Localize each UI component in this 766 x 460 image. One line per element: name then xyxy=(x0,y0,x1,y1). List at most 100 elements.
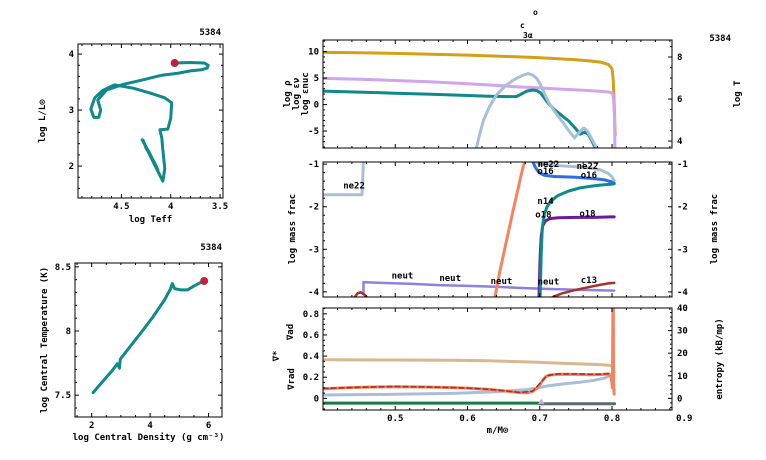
series-ne22-core xyxy=(322,161,365,197)
series-c13-core xyxy=(353,291,368,298)
profile-abundance-panel: -1 -2 -3 -4 -1 -2 -3 -4 log mass frac log mass fr… xyxy=(288,160,720,298)
profile-structure-panel: 10 5 0 -5 8 6 4 log ρ log εν log εnuc log T 5384 xyxy=(283,34,743,149)
svg-text:4: 4 xyxy=(677,137,683,147)
series-log-eps-nu xyxy=(322,88,597,149)
series-log-eps-nuc xyxy=(474,72,599,149)
svg-text:10: 10 xyxy=(308,48,319,58)
annotation-n14: n14 xyxy=(537,197,554,207)
svg-text:0: 0 xyxy=(314,394,319,404)
svg-text:-4: -4 xyxy=(308,288,319,298)
svg-text:0.8: 0.8 xyxy=(604,414,620,424)
burn-zone-label-o: o xyxy=(533,8,538,17)
annotation-neut: neut xyxy=(491,277,513,287)
svg-text:-2: -2 xyxy=(308,203,319,213)
svg-text:40: 40 xyxy=(677,304,688,314)
svg-text:6: 6 xyxy=(206,421,211,431)
current-model-marker xyxy=(170,59,179,68)
annotation-ne22: ne22 xyxy=(343,181,365,191)
marker xyxy=(538,398,545,404)
annotation-c13: c13 xyxy=(581,276,597,286)
axes-frame xyxy=(322,161,673,298)
annotation-ne22: ne22 xyxy=(577,162,599,172)
burn-zone-label-3a: 3α xyxy=(523,31,533,40)
model-number-title: 5384 xyxy=(200,243,222,253)
svg-text:0: 0 xyxy=(677,394,682,404)
profile-gradients-panel: 0.5 0.6 0.7 0.8 0.9 0 0.2 0.4 0.6 0.8 0 10 20 30 40 m/M… xyxy=(272,304,725,436)
annotation-neut: neut xyxy=(439,274,461,284)
svg-text:0.6: 0.6 xyxy=(303,331,319,341)
svg-text:0.2: 0.2 xyxy=(303,373,319,383)
x-axis-label: m/M⊙ xyxy=(487,426,509,436)
y-axis-label: ∇rad xyxy=(287,368,297,391)
central-trho-panel: 2 4 6 7.5 8 8.5 log Central Density (g cm⁻³) lo… xyxy=(40,243,225,443)
series-central-conditions-track xyxy=(91,279,206,395)
y2-axis-label: entropy (kB/mp) xyxy=(715,318,725,399)
svg-text:-1: -1 xyxy=(308,160,319,170)
svg-text:-3: -3 xyxy=(677,245,688,255)
svg-text:8.5: 8.5 xyxy=(55,263,71,273)
svg-text:-1: -1 xyxy=(677,160,688,170)
svg-text:8: 8 xyxy=(66,327,71,337)
series-grad-rad xyxy=(322,307,616,396)
series-ne22-envelope xyxy=(531,161,616,182)
svg-text:0.5: 0.5 xyxy=(387,414,403,424)
annotation-neut: neut xyxy=(392,272,414,282)
series-c13-envelope xyxy=(551,281,616,298)
model-number-title: 5384 xyxy=(709,34,731,44)
annotation-o16: o16 xyxy=(537,167,553,177)
model-number-title: 5384 xyxy=(199,28,221,38)
svg-text:6: 6 xyxy=(677,95,682,105)
svg-text:4: 4 xyxy=(168,202,174,212)
svg-text:0: 0 xyxy=(314,101,319,111)
series-grad-star xyxy=(322,372,612,394)
series-o16 xyxy=(531,161,616,185)
svg-text:2: 2 xyxy=(89,421,94,431)
axes-frame xyxy=(322,307,673,411)
y-axis-label: log εnuc xyxy=(301,72,311,115)
svg-text:-3: -3 xyxy=(308,245,319,255)
svg-text:0.9: 0.9 xyxy=(676,414,692,424)
svg-text:0.7: 0.7 xyxy=(532,414,548,424)
annotation-ne22: ne22 xyxy=(538,160,560,170)
hr-diagram-panel: 4.5 4 3.5 2 3 4 log Teff log L/L⊙ 5384 xyxy=(38,28,228,225)
series-n14 xyxy=(538,182,616,298)
series-h1 xyxy=(493,161,527,298)
current-model-marker xyxy=(200,276,209,285)
svg-text:4: 4 xyxy=(147,421,153,431)
svg-text:0.6: 0.6 xyxy=(459,414,475,424)
y-axis-label: log εν xyxy=(292,77,302,110)
y2-axis-label: log T xyxy=(733,80,743,108)
annotation-neut: neut xyxy=(538,278,560,288)
x-axis-label: log Teff xyxy=(129,215,172,225)
svg-text:3: 3 xyxy=(69,106,74,116)
svg-text:5: 5 xyxy=(314,74,319,84)
y-axis-label: ∇* xyxy=(272,351,282,363)
svg-text:8: 8 xyxy=(677,53,682,63)
svg-text:10: 10 xyxy=(677,372,688,382)
svg-text:-5: -5 xyxy=(308,127,319,137)
svg-text:3.5: 3.5 xyxy=(212,202,228,212)
svg-text:2: 2 xyxy=(69,162,74,172)
svg-text:30: 30 xyxy=(677,327,688,337)
y2-axis-label: log mass frac xyxy=(710,194,720,264)
svg-text:-2: -2 xyxy=(677,203,688,213)
svg-text:20: 20 xyxy=(677,349,688,359)
series-evolution-track xyxy=(89,61,210,183)
svg-text:0.4: 0.4 xyxy=(303,352,320,362)
y-axis-label: log L/L⊙ xyxy=(38,99,48,143)
svg-text:4.5: 4.5 xyxy=(113,202,129,212)
axes-frame xyxy=(77,43,224,199)
annotation-o16: o16 xyxy=(581,171,597,181)
svg-text:4: 4 xyxy=(69,50,75,60)
axes-frame xyxy=(74,262,223,418)
y-axis-label: log ρ xyxy=(283,80,293,108)
annotation-o18: o18 xyxy=(579,210,595,220)
y-axis-label: log Central Temperature (K) xyxy=(40,267,50,413)
series-neut xyxy=(362,280,616,296)
y-axis-label: ∇ad xyxy=(286,324,296,341)
burn-zone-label-c: c xyxy=(520,21,525,30)
x-axis-label: log Central Density (g cm⁻³) xyxy=(73,432,225,443)
annotation-o18: o18 xyxy=(535,210,551,220)
svg-text:0.8: 0.8 xyxy=(303,310,319,320)
